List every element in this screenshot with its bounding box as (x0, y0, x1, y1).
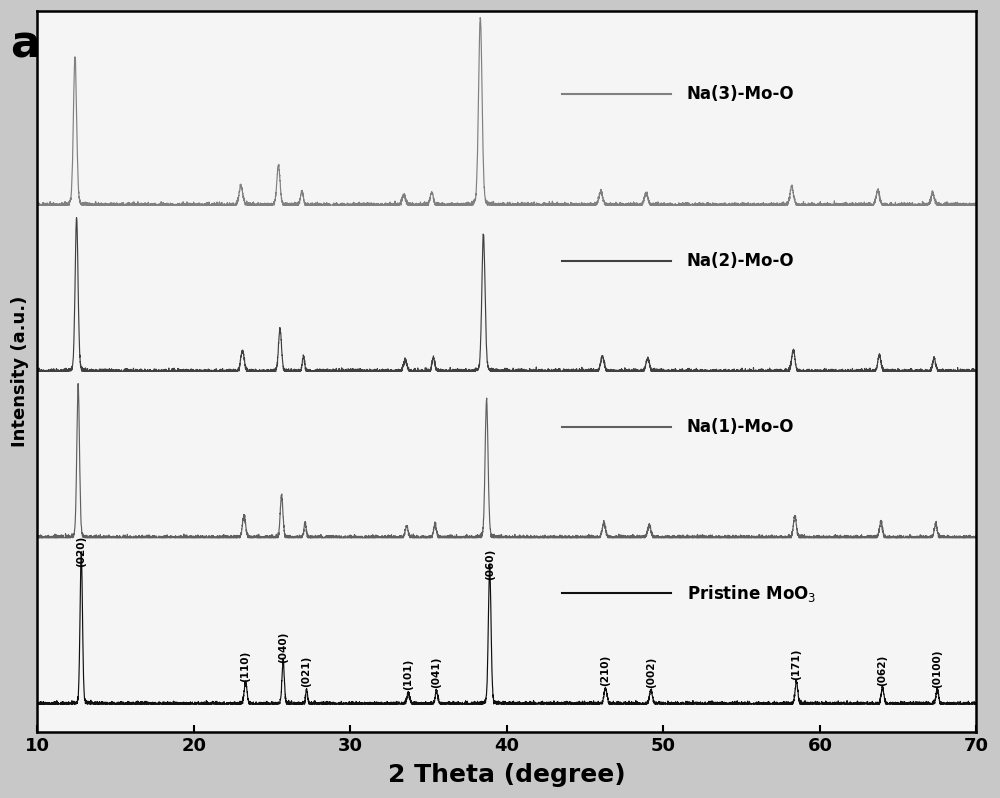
Text: (171): (171) (791, 649, 801, 680)
Text: (041): (041) (431, 657, 441, 688)
Text: (002): (002) (646, 657, 656, 688)
Text: Pristine MoO$_3$: Pristine MoO$_3$ (687, 583, 816, 603)
Text: (060): (060) (485, 549, 495, 580)
Text: (040): (040) (278, 632, 288, 663)
Text: Na(3)-Mo-O: Na(3)-Mo-O (687, 85, 795, 103)
Text: (110): (110) (241, 650, 251, 681)
Text: Na(1)-Mo-O: Na(1)-Mo-O (687, 418, 794, 436)
X-axis label: 2 Theta (degree): 2 Theta (degree) (388, 763, 626, 787)
Text: (020): (020) (76, 536, 86, 567)
Text: (021): (021) (302, 656, 312, 687)
Text: (210): (210) (601, 655, 611, 686)
Text: (062): (062) (877, 654, 887, 685)
Text: a: a (10, 24, 40, 67)
Text: Na(2)-Mo-O: Na(2)-Mo-O (687, 251, 795, 270)
Text: (101): (101) (403, 659, 413, 690)
Text: (0100): (0100) (932, 650, 942, 688)
Y-axis label: Intensity (a.u.): Intensity (a.u.) (11, 296, 29, 447)
